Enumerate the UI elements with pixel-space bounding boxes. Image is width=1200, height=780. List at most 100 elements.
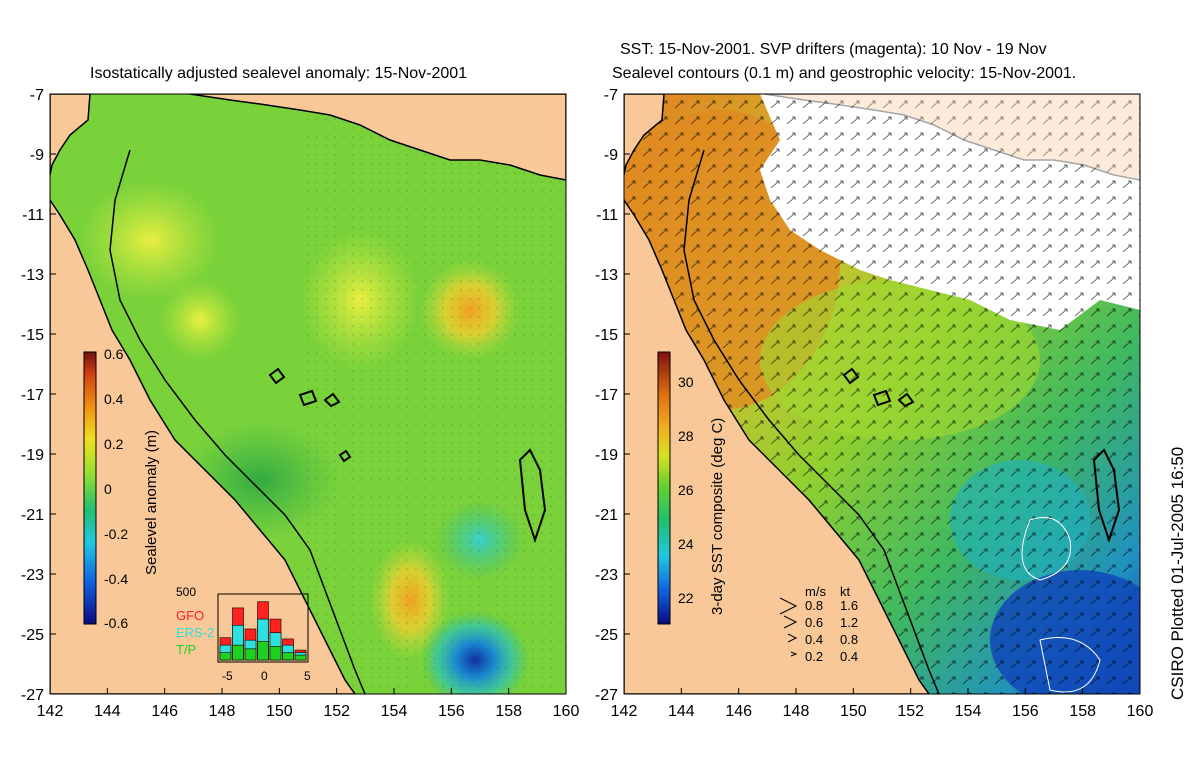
left-lat-label: -21 <box>21 507 44 524</box>
left-map <box>50 94 566 694</box>
right-reef-contour <box>683 149 940 694</box>
histogram-xtick: -5 <box>222 669 233 683</box>
velocity-legend-ms: 0.6 <box>805 615 823 630</box>
right-cb-tick: 28 <box>678 428 694 444</box>
left-histogram: 500 GFO ERS-2 T/P -5 0 5 <box>176 585 311 683</box>
histogram-bar-tp <box>244 648 257 661</box>
histogram-bars <box>219 601 307 661</box>
left-lon-label: 152 <box>323 703 350 720</box>
velocity-legend-header-kt: kt <box>840 584 851 599</box>
histogram-ymax: 500 <box>176 585 196 599</box>
right-lat-label: -23 <box>595 567 618 584</box>
velocity-legend-ms: 0.4 <box>805 632 823 647</box>
histogram-bar-tp <box>269 646 282 661</box>
histogram-bar-tp <box>282 652 294 661</box>
histogram-legend-ers2: ERS-2 <box>176 625 214 640</box>
right-lon-label: 158 <box>1069 703 1096 720</box>
velocity-legend-kt: 0.8 <box>840 632 858 647</box>
left-lon-label: 144 <box>94 703 121 720</box>
velocity-legend-ms: 0.2 <box>805 649 823 664</box>
left-lon-label: 160 <box>553 703 580 720</box>
right-lat-label: -19 <box>595 447 618 464</box>
left-lat-label: -25 <box>21 627 44 644</box>
histogram-bar-tp <box>294 654 307 661</box>
left-lat-label: -17 <box>21 387 44 404</box>
arrow-icon <box>787 633 798 643</box>
right-lon-label: 150 <box>840 703 867 720</box>
right-colorbar <box>657 351 671 625</box>
left-cb-tick: -0.2 <box>104 526 128 542</box>
right-lon-label: 146 <box>725 703 752 720</box>
left-colorbar-label: Sealevel anomaly (m) <box>143 430 160 575</box>
left-lat-label: -13 <box>21 267 44 284</box>
right-lon-label: 144 <box>668 703 695 720</box>
right-map-title-line2: Sealevel contours (0.1 m) and geostrophi… <box>612 65 1077 82</box>
arrow-icon <box>779 597 798 615</box>
right-cb-tick: 24 <box>678 536 694 552</box>
velocity-legend-kt: 0.4 <box>840 649 858 664</box>
right-lat-label: -13 <box>595 267 618 284</box>
velocity-legend: m/s kt 0.8 1.6 0.6 1.2 0.4 0.8 0.2 0.4 <box>779 584 858 664</box>
right-lat-label: -17 <box>595 387 618 404</box>
left-lon-label: 156 <box>438 703 465 720</box>
right-islands <box>842 367 1121 544</box>
left-cb-tick: 0.4 <box>104 391 124 407</box>
velocity-legend-ms: 0.8 <box>805 598 823 613</box>
right-cb-tick: 26 <box>678 482 694 498</box>
left-lon-label: 148 <box>209 703 236 720</box>
left-cb-tick: 0 <box>104 481 112 497</box>
right-lon-label: 154 <box>955 703 982 720</box>
map-axes: -7 -9 -11 -13 -15 -17 -19 -21 -23 -25 -27 142 144 146… <box>21 87 1154 720</box>
right-lat-label: -9 <box>604 147 618 164</box>
left-cb-tick: -0.4 <box>104 571 128 587</box>
left-lon-label: 146 <box>151 703 178 720</box>
left-cb-tick: 0.2 <box>104 436 124 452</box>
right-cb-tick: 30 <box>678 374 694 390</box>
left-lon-label: 142 <box>37 703 64 720</box>
histogram-xtick: 5 <box>304 669 311 683</box>
right-colorbar-label: 3-day SST composite (deg C) <box>709 418 726 615</box>
left-reef-contour <box>109 149 366 694</box>
velocity-legend-header-ms: m/s <box>805 584 826 599</box>
right-map <box>624 94 1140 694</box>
histogram-legend-tp: T/P <box>176 642 196 657</box>
right-lat-label: -27 <box>595 687 618 704</box>
velocity-legend-kt: 1.6 <box>840 598 858 613</box>
right-lat-label: -11 <box>596 207 618 224</box>
right-lon-label: 160 <box>1127 703 1154 720</box>
left-lat-label: -9 <box>30 147 44 164</box>
right-lon-label: 148 <box>783 703 810 720</box>
left-cb-tick: -0.6 <box>104 615 128 631</box>
left-high-anomaly-1 <box>80 180 220 300</box>
left-colorbar <box>83 351 97 625</box>
right-lat-label: -25 <box>595 627 618 644</box>
right-lat-label: -7 <box>604 87 618 104</box>
left-cb-tick: 0.6 <box>104 346 124 362</box>
right-lat-label: -15 <box>595 327 618 344</box>
histogram-frame <box>217 593 309 663</box>
left-high-anomaly-2 <box>160 280 240 360</box>
left-lon-label: 150 <box>266 703 293 720</box>
left-land-png <box>189 94 566 181</box>
left-lat-label: -19 <box>21 447 44 464</box>
right-land-png <box>763 94 1140 181</box>
right-sealevel-contours <box>1021 517 1101 693</box>
left-map-title: Isostatically adjusted sealevel anomaly:… <box>90 65 468 82</box>
histogram-xtick: 0 <box>261 669 268 683</box>
right-colorbar-ticks: 30 28 26 24 22 <box>678 374 694 606</box>
right-lat-label: -21 <box>595 507 618 524</box>
left-lat-label: -11 <box>22 207 44 224</box>
left-lon-label: 158 <box>495 703 522 720</box>
arrow-icon <box>790 651 798 657</box>
histogram-bar-tp <box>232 644 244 661</box>
left-lat-label: -15 <box>21 327 44 344</box>
left-colorbar-ticks: 0.6 0.4 0.2 0 -0.2 -0.4 -0.6 <box>104 346 128 631</box>
left-lon-label: 154 <box>381 703 408 720</box>
velocity-legend-kt: 1.2 <box>840 615 858 630</box>
histogram-bar-tp <box>219 652 232 661</box>
histogram-bar-tp <box>257 641 269 661</box>
arrow-icon <box>783 615 798 629</box>
histogram-legend-gfo: GFO <box>176 608 204 623</box>
left-lat-label: -7 <box>30 87 44 104</box>
